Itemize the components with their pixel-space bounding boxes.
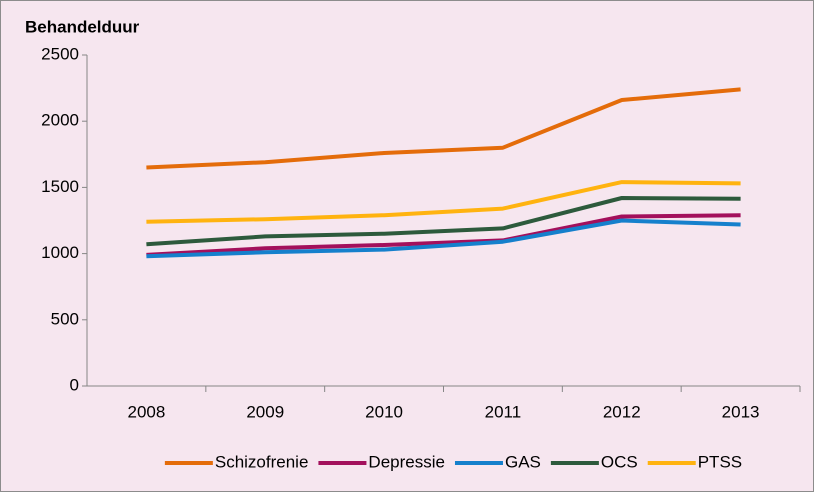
x-tick-label: 2008 bbox=[128, 402, 166, 421]
legend-label: Schizofrenie bbox=[215, 452, 309, 471]
series-line bbox=[146, 180, 741, 224]
x-tick-label: 2010 bbox=[365, 402, 403, 421]
x-tick-label: 2011 bbox=[485, 402, 522, 421]
y-tick-label: 500 bbox=[51, 309, 79, 328]
y-tick-label: 2000 bbox=[41, 111, 79, 130]
x-tick-label: 2009 bbox=[246, 402, 284, 421]
chart-title: Behandelduur bbox=[25, 17, 140, 36]
series-line bbox=[146, 218, 741, 259]
y-tick-label: 1500 bbox=[41, 177, 79, 196]
series-line bbox=[146, 87, 741, 170]
legend-label: GAS bbox=[505, 452, 541, 471]
x-tick-label: 2012 bbox=[603, 402, 641, 421]
legend-label: Depressie bbox=[368, 452, 445, 471]
y-tick-label: 1000 bbox=[41, 243, 79, 262]
series-line bbox=[146, 196, 741, 247]
legend-label: OCS bbox=[601, 452, 638, 471]
y-tick-label: 0 bbox=[70, 375, 79, 394]
legend-label: PTSS bbox=[698, 452, 742, 471]
series-line bbox=[146, 213, 741, 257]
x-tick-label: 2013 bbox=[722, 402, 760, 421]
y-tick-label: 2500 bbox=[41, 44, 79, 63]
